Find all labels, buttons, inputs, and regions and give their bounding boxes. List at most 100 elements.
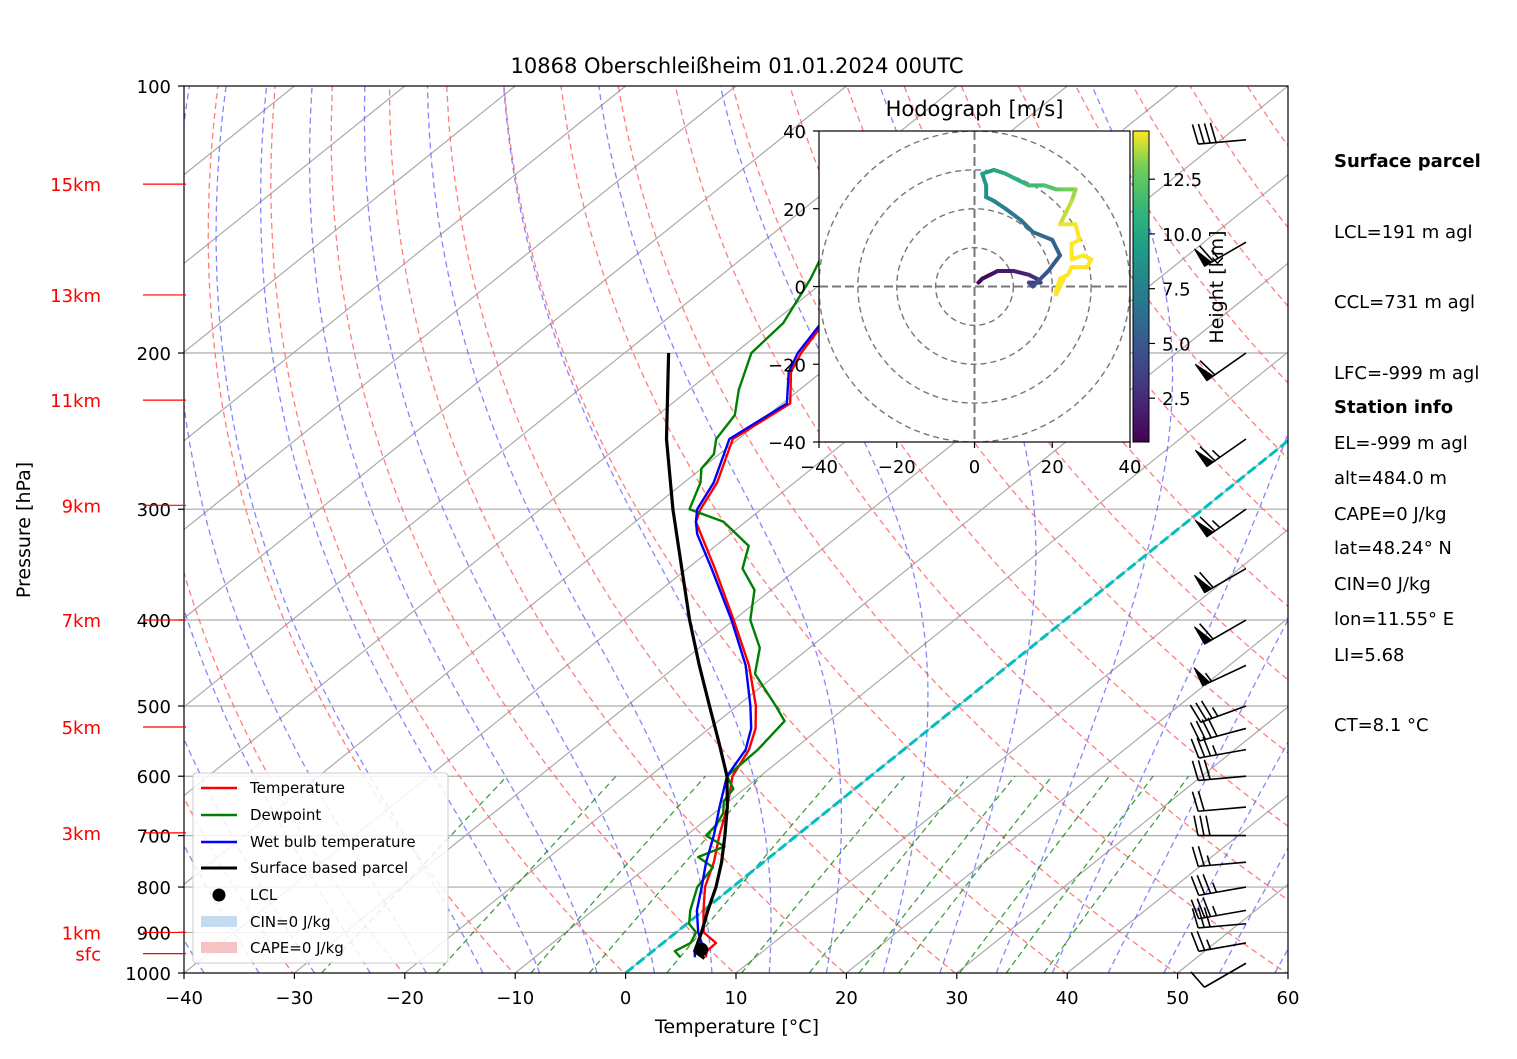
moist-adiabat bbox=[503, 86, 772, 973]
dry-adiabat bbox=[388, 86, 846, 973]
hodograph: Hodograph [m/s] −40 −40 −20 −20 0 0 20 20 40 40 2… bbox=[768, 97, 1228, 478]
x-tick-label: −40 bbox=[165, 988, 203, 1009]
mixing-ratio-line bbox=[666, 775, 835, 973]
wind-barb bbox=[1193, 815, 1246, 837]
wind-barb-half bbox=[1211, 707, 1219, 717]
mixing-ratio-line bbox=[808, 775, 969, 973]
isotherm-line bbox=[184, 86, 516, 353]
wind-barb-full bbox=[1203, 123, 1211, 144]
hodograph-y-tick-label: −40 bbox=[768, 433, 806, 454]
hodograph-segment bbox=[991, 198, 1008, 211]
wind-barb-staff bbox=[1198, 861, 1247, 868]
parcel-info-title: Surface parcel bbox=[1334, 151, 1481, 172]
wind-barb-full bbox=[1196, 875, 1206, 895]
wind-barb-half bbox=[1211, 519, 1221, 529]
hodograph-segment bbox=[1054, 276, 1066, 297]
isotherm-line bbox=[956, 706, 1288, 973]
isotherm-line bbox=[846, 617, 1288, 973]
wind-barb-full bbox=[1195, 702, 1208, 721]
hodograph-segment bbox=[980, 167, 996, 176]
wind-barb-flag bbox=[1193, 248, 1213, 267]
wind-barb-flag bbox=[1193, 667, 1211, 687]
isotherm-line bbox=[184, 86, 737, 531]
legend-box bbox=[192, 772, 449, 964]
wind-barb-staff bbox=[1198, 139, 1247, 145]
hodograph-y-tick-label: 40 bbox=[783, 122, 806, 143]
wind-barb-full bbox=[1203, 759, 1211, 780]
mixing-ratio-line bbox=[1005, 775, 1154, 973]
x-tick-label: 0 bbox=[620, 988, 631, 1009]
hodograph-segment bbox=[1030, 230, 1055, 242]
hodograph-x-tick-label: 0 bbox=[969, 457, 980, 478]
legend-label-lcl: LCL bbox=[250, 886, 278, 904]
wind-barb-full bbox=[1197, 790, 1205, 811]
height-label: 1km bbox=[62, 923, 101, 944]
wind-barb bbox=[1189, 717, 1247, 742]
hodograph-segment bbox=[1019, 218, 1035, 235]
wind-barb-staff bbox=[1198, 748, 1247, 759]
wind-barb bbox=[1190, 897, 1247, 920]
wind-barb-full bbox=[1199, 516, 1216, 532]
wind-barb bbox=[1194, 438, 1247, 468]
wind-barb-full bbox=[1190, 876, 1200, 896]
wind-barb bbox=[1191, 122, 1247, 145]
height-label: 15km bbox=[50, 175, 101, 196]
wind-barb-full bbox=[1191, 760, 1199, 781]
hodograph-segment bbox=[1050, 237, 1063, 258]
dry-adiabat bbox=[1017, 86, 1288, 460]
wind-barb-staff bbox=[1204, 962, 1247, 988]
hodograph-segment bbox=[1069, 253, 1086, 262]
dry-adiabat bbox=[330, 86, 736, 973]
parcel-info: Surface parcel LCL=191 m agl CCL=731 m a… bbox=[1334, 103, 1481, 761]
moist-adiabat bbox=[995, 86, 1174, 973]
height-label: 13km bbox=[50, 286, 101, 307]
y-tick-label: 400 bbox=[137, 611, 171, 632]
hodograph-y-tick-label: 0 bbox=[795, 278, 806, 299]
wind-barb-full bbox=[1191, 908, 1199, 929]
hodograph-segment bbox=[1011, 268, 1031, 277]
hodograph-y-tick-label: 20 bbox=[783, 200, 806, 221]
hodograph-segment bbox=[1042, 183, 1059, 192]
wind-barb bbox=[1193, 241, 1247, 267]
dry-adiabat bbox=[207, 86, 515, 973]
dry-adiabat bbox=[1500, 45, 1517, 991]
height-label: 5km bbox=[62, 718, 101, 739]
colorbar-tick-label: 5.0 bbox=[1162, 334, 1191, 355]
wind-barb-full bbox=[1189, 704, 1202, 723]
hodograph-segment bbox=[1073, 222, 1082, 242]
wind-barb-full bbox=[1190, 899, 1200, 920]
moist-adiabat bbox=[215, 86, 484, 973]
station-info-title: Station info bbox=[1334, 397, 1454, 418]
wind-barb-full bbox=[1190, 932, 1200, 952]
x-tick-label: 10 bbox=[725, 988, 748, 1009]
legend-label-cin: CIN=0 J/kg bbox=[250, 913, 331, 931]
wind-barb bbox=[1194, 508, 1247, 538]
hodograph-segment bbox=[980, 171, 989, 188]
wind-barb-flag bbox=[1194, 363, 1215, 382]
dry-adiabat bbox=[560, 86, 1178, 973]
wind-barb-half bbox=[1210, 250, 1219, 259]
wind-barb-full bbox=[1197, 123, 1205, 144]
wind-barb-full bbox=[1191, 124, 1199, 145]
hodograph-x-tick-label: 40 bbox=[1119, 457, 1142, 478]
station-info-line: alt=484.0 m bbox=[1334, 467, 1447, 489]
y-tick-label: 700 bbox=[137, 827, 171, 848]
isotherm-line bbox=[184, 86, 958, 708]
height-label: 9km bbox=[62, 496, 101, 517]
parcel-info-line: LFC=-999 m agl bbox=[1334, 362, 1480, 384]
x-tick-label: 30 bbox=[945, 988, 968, 1009]
hodograph-ring bbox=[934, 246, 1015, 327]
wind-barb-full bbox=[1193, 815, 1199, 836]
wind-barb-flag bbox=[1193, 574, 1213, 594]
chart-title: 10868 Oberschleißheim 01.01.2024 00UTC bbox=[511, 54, 964, 78]
wind-barb-full bbox=[1199, 245, 1214, 262]
isotherm-line bbox=[184, 86, 847, 619]
x-tick-label: 50 bbox=[1166, 988, 1189, 1009]
colorbar-tick-label: 12.5 bbox=[1162, 170, 1202, 191]
wind-barb-flag bbox=[1194, 519, 1215, 538]
wind-barb-full bbox=[1200, 700, 1213, 719]
isotherm-line bbox=[184, 86, 406, 265]
wind-barb bbox=[1191, 790, 1247, 813]
wind-barb-flag bbox=[1194, 449, 1215, 468]
legend: Temperature Dewpoint Wet bulb temperatur… bbox=[192, 772, 449, 964]
